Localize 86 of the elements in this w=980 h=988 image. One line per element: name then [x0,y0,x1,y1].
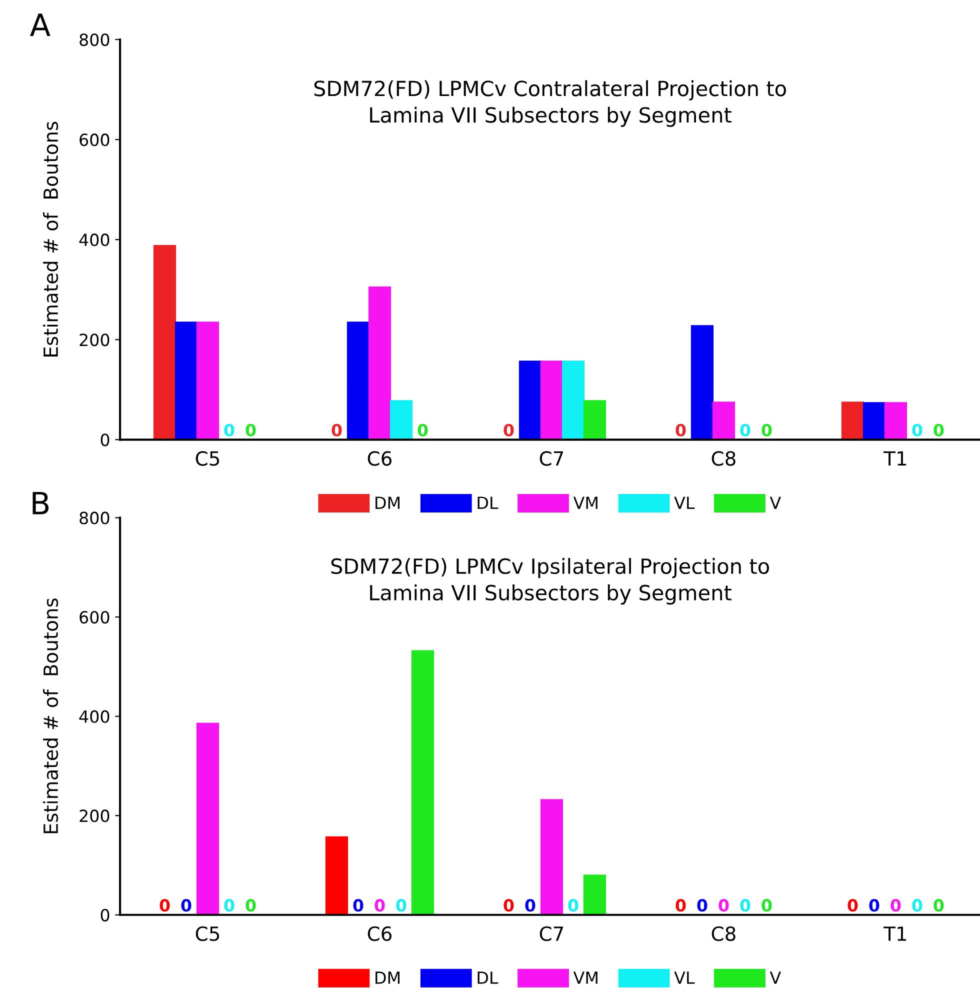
data-label: 0 [246,424,256,436]
data-label: 0 [718,899,729,912]
bar [540,360,564,440]
text: SDM72(FD) LPMCv Contralateral Projection to Lamina VII Subsectors by Segment [314,80,786,127]
data-label: 0 [224,424,234,436]
bar [884,402,908,440]
text: B [32,492,49,514]
data-label: 0 [246,899,256,912]
y-tick-label: 400 [79,234,110,246]
data-label: 0 [890,899,901,912]
bar [562,360,585,440]
y-tick-label: 600 [80,610,110,624]
data-label: 0 [525,899,536,912]
bar [841,402,864,440]
x-tick-label: T1 [884,451,906,466]
bar [390,400,413,440]
data-label: 0 [762,899,772,912]
text: SDM72(FD) LPMCv Ipsilateral Projection to Lamina VII Subsectors by Segment [331,558,769,605]
data-label: 0 [418,424,428,436]
data-label: 0 [740,899,750,912]
bar [368,286,392,440]
data-label: 0 [762,424,772,436]
data-label: 0 [740,424,750,436]
y-tick-label: 600 [80,134,110,146]
x-tick-label: C8 [712,926,736,942]
legend-label: VL [674,972,695,984]
x-tick-label: C8 [712,451,736,466]
bar [346,322,370,440]
bar [690,325,714,440]
bar [411,650,434,915]
bar [153,245,176,440]
y-tick-label: 400 [79,710,110,723]
bar [518,360,542,440]
legend-label: DL [478,972,498,984]
legend-label: VM [573,496,598,509]
data-label: 0 [504,424,514,436]
x-tick-label: C6 [368,926,392,942]
data-label: 0 [504,899,514,912]
x-tick-label: T1 [884,926,906,941]
bar [583,874,606,915]
y-tick-label: 0 [100,434,110,446]
legend-label: DM [376,972,400,984]
x-tick-label: C7 [540,926,564,942]
data-label: 0 [934,424,944,436]
data-label: 0 [374,899,385,912]
data-label: 0 [396,899,406,912]
x-tick-label: C5 [196,451,220,466]
data-label: 0 [912,424,922,436]
y-tick-label: 800 [80,512,110,524]
y-tick-label: 200 [80,810,110,822]
legend-label: VM [573,972,598,984]
legend-label: V [770,972,781,984]
data-label: 0 [848,899,858,912]
y-axis-title: Estimated # of Boutons [43,598,58,834]
data-label: 0 [676,899,686,912]
y-tick-label: 200 [80,334,110,346]
legend-label: DL [478,496,498,509]
data-label: 0 [676,424,686,436]
data-label: 0 [353,899,364,912]
y-tick-label: 0 [100,908,110,922]
legend-label: VL [674,496,695,509]
data-label: 0 [568,899,578,912]
y-axis-title: Estimated # of Boutons [43,122,58,356]
text: A [30,14,50,36]
bar [862,402,886,440]
y-tick-label: 800 [80,33,110,46]
data-label: 0 [869,899,880,912]
x-tick-label: C7 [540,451,564,466]
data-label: 0 [332,424,342,436]
bar [583,400,606,440]
bar [196,322,220,440]
legend-label: V [770,496,781,509]
legend-label: DM [376,496,400,509]
data-label: 0 [912,899,922,912]
x-tick-label: C6 [368,451,392,466]
bar [325,836,348,915]
bar [174,322,198,440]
data-label: 0 [697,899,708,912]
bar [540,799,564,915]
data-label: 0 [224,899,234,912]
data-label: 0 [181,899,192,912]
bar [712,402,736,440]
x-tick-label: C5 [196,926,220,942]
data-label: 0 [934,899,944,912]
bar [196,722,220,915]
data-label: 0 [160,899,170,912]
